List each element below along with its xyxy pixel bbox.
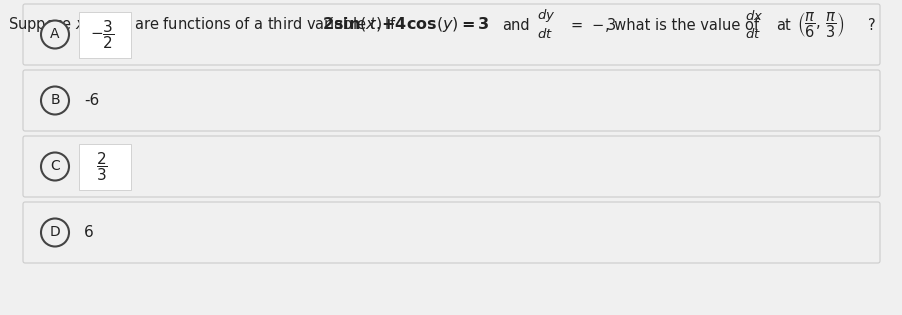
FancyBboxPatch shape [23, 202, 879, 263]
Text: D: D [50, 226, 60, 239]
Text: $\left(\dfrac{\pi}{6},\,\dfrac{\pi}{3}\right)$: $\left(\dfrac{\pi}{6},\,\dfrac{\pi}{3}\r… [796, 10, 844, 40]
Text: C: C [51, 159, 60, 174]
Text: B: B [51, 94, 60, 107]
Text: $dt$: $dt$ [537, 27, 552, 41]
Text: $dy$: $dy$ [537, 8, 555, 25]
Text: ?: ? [867, 18, 875, 32]
FancyBboxPatch shape [23, 4, 879, 65]
Text: $\mathbf{2sin}(\mathit{x})\mathbf{+4cos}(\mathit{y})\mathbf{=3}$: $\mathbf{2sin}(\mathit{x})\mathbf{+4cos}… [322, 15, 489, 35]
Text: A: A [51, 27, 60, 42]
Text: $\dfrac{2}{3}$: $\dfrac{2}{3}$ [96, 150, 107, 183]
Circle shape [41, 20, 69, 49]
Text: $-\dfrac{3}{2}$: $-\dfrac{3}{2}$ [89, 18, 115, 51]
FancyBboxPatch shape [23, 136, 879, 197]
Text: -6: -6 [84, 93, 99, 108]
Text: $dx$: $dx$ [744, 9, 762, 23]
Text: 6: 6 [84, 225, 94, 240]
FancyBboxPatch shape [78, 144, 131, 190]
Circle shape [41, 87, 69, 114]
FancyBboxPatch shape [23, 70, 879, 131]
Text: $=\,-3$: $=\,-3$ [567, 17, 615, 33]
Text: at: at [775, 18, 790, 32]
FancyBboxPatch shape [78, 12, 131, 58]
Text: $dt$: $dt$ [744, 27, 760, 41]
Text: , what is the value of: , what is the value of [604, 18, 759, 32]
Circle shape [41, 152, 69, 180]
Text: and: and [502, 18, 529, 32]
Text: Suppose $x$ and $y$ are functions of a third variable $t$. If: Suppose $x$ and $y$ are functions of a t… [8, 15, 396, 35]
Circle shape [41, 219, 69, 247]
